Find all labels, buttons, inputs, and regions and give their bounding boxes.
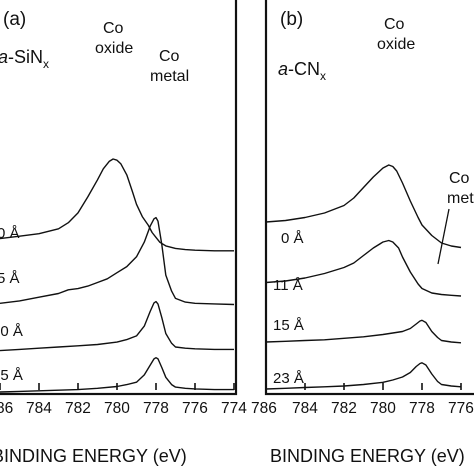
- panel-a-series-label-1: 5 Å: [0, 270, 20, 287]
- panel-a-peak-oxide-line1: Co: [103, 20, 124, 37]
- panel-a-trace-1: [0, 216, 235, 306]
- panel-a-material-hyphen: -: [8, 47, 14, 67]
- panel-b-trace-1: [265, 239, 462, 297]
- panel-b-tick-label-0: 786: [251, 400, 277, 417]
- panel-a-series-label-3: 15 Å: [0, 367, 23, 384]
- panel-b-series-label-1: 11 Å: [273, 277, 303, 294]
- panel-a-peak-metal-line1: Co: [159, 48, 180, 65]
- panel-b-series-label-3: 23 Å: [273, 370, 304, 387]
- panel-b-x-ticks: [265, 383, 462, 390]
- panel-b-tick-label-5: 776: [448, 400, 474, 417]
- panel-a-x-ticks: [0, 383, 235, 390]
- panel-b-material: a-CNx: [278, 59, 326, 83]
- panel-a-tick-label-2: 782: [65, 400, 91, 417]
- panel-a-material: a-SiNx: [0, 47, 49, 71]
- panel-a-material-sub: x: [43, 57, 49, 71]
- panel-a-tick-label-0: 86: [0, 400, 13, 417]
- panel-b: (b) a-CNx Co oxide Co metal 0 Å 11 Å 15 …: [251, 0, 474, 417]
- panel-b-frame: [264, 0, 474, 396]
- panel-b-peak-oxide-line1: Co: [384, 16, 405, 33]
- panel-a-tick-label-6: 774: [221, 400, 247, 417]
- panel-a-tick-label-1: 784: [26, 400, 52, 417]
- panel-b-tick-label-1: 784: [292, 400, 318, 417]
- panel-b-trace-0: [265, 164, 462, 249]
- x-axis-title-b: BINDING ENERGY (eV): [270, 446, 465, 466]
- panel-a-peak-oxide-line2: oxide: [95, 40, 133, 57]
- panel-a-traces: [0, 158, 235, 393]
- panel-b-tick-label-3: 780: [370, 400, 396, 417]
- panel-b-traces: [265, 164, 462, 390]
- x-axis-title-a: BINDING ENERGY (eV): [0, 446, 187, 466]
- panel-a-trace-3: [0, 357, 234, 393]
- panel-b-peak-metal-line2: metal: [447, 190, 474, 207]
- panel-b-material-main: CN: [294, 59, 320, 79]
- panel-b-peak-oxide-line2: oxide: [377, 36, 415, 53]
- panel-a-material-prefix: a: [0, 47, 8, 67]
- panel-b-material-hyphen: -: [288, 59, 294, 79]
- panel-b-material-prefix: a: [278, 59, 288, 79]
- panel-a-material-main: SiN: [14, 47, 43, 67]
- panel-a-series-label-0: 0 Å: [0, 225, 20, 242]
- panel-a-peak-metal-line2: metal: [150, 68, 189, 85]
- panel-a-tick-label-5: 776: [182, 400, 208, 417]
- panel-b-peak-metal-line1: Co: [449, 170, 470, 187]
- panel-a-series-label-2: 10 Å: [0, 323, 23, 340]
- panel-b-trace-2: [265, 319, 462, 344]
- panel-b-metal-pointer: [437, 208, 450, 265]
- panel-b-trace-3: [265, 362, 462, 390]
- panel-a-tick-label-4: 778: [143, 400, 169, 417]
- panel-b-series-label-0: 0 Å: [281, 230, 304, 247]
- panel-b-material-sub: x: [320, 69, 326, 83]
- panel-b-tick-label-4: 778: [409, 400, 435, 417]
- panel-b-series-label-2: 15 Å: [273, 317, 304, 334]
- panel-a-frame: [0, 0, 238, 396]
- panel-a-tick-label-3: 780: [104, 400, 130, 417]
- panel-b-letter: (b): [280, 9, 303, 30]
- panel-a-letter: (a): [3, 9, 26, 30]
- panel-a-trace-2: [0, 300, 234, 352]
- panel-a: (a) a-SiNx Co oxide Co metal 0 Å 5 Å 10 …: [0, 0, 247, 417]
- panel-b-tick-label-2: 782: [331, 400, 357, 417]
- panel-a-trace-0: [0, 158, 234, 252]
